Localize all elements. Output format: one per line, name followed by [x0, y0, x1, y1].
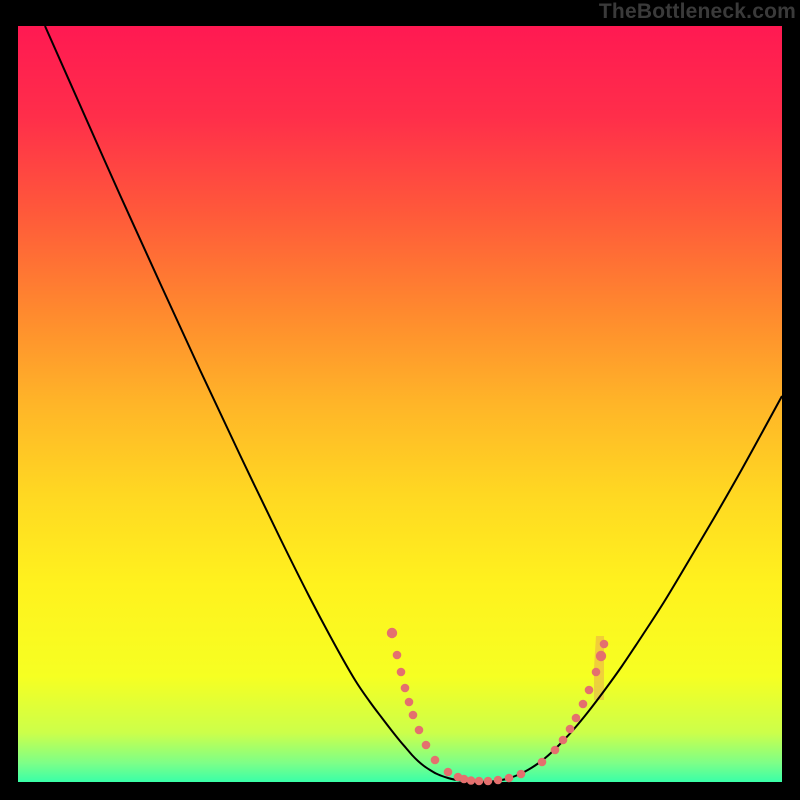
watermark-text: TheBottleneck.com: [599, 0, 796, 24]
marker-dot: [494, 776, 503, 785]
marker-dot: [596, 651, 606, 661]
marker-dot: [572, 714, 581, 723]
marker-dot: [444, 768, 453, 777]
marker-dot: [551, 746, 560, 755]
marker-dot: [475, 777, 484, 786]
marker-dot: [415, 726, 424, 735]
marker-dot: [559, 736, 568, 745]
bottleneck-chart: TheBottleneck.com: [0, 0, 800, 800]
marker-dot: [505, 774, 514, 783]
marker-dot: [579, 700, 588, 709]
marker-dot: [484, 777, 493, 786]
marker-dot: [517, 770, 526, 779]
marker-dot: [566, 725, 575, 734]
marker-dot: [401, 684, 410, 693]
marker-dot: [422, 741, 431, 750]
marker-dot: [600, 640, 609, 649]
marker-dot: [538, 758, 547, 767]
chart-svg: [0, 0, 800, 800]
marker-dot: [405, 698, 414, 707]
marker-dot: [393, 651, 402, 660]
marker-dot: [409, 711, 418, 720]
marker-dot: [431, 756, 440, 765]
marker-dot: [592, 668, 601, 677]
marker-dot: [585, 686, 594, 695]
marker-dot: [397, 668, 406, 677]
marker-dot: [467, 776, 476, 785]
marker-dot: [387, 628, 397, 638]
